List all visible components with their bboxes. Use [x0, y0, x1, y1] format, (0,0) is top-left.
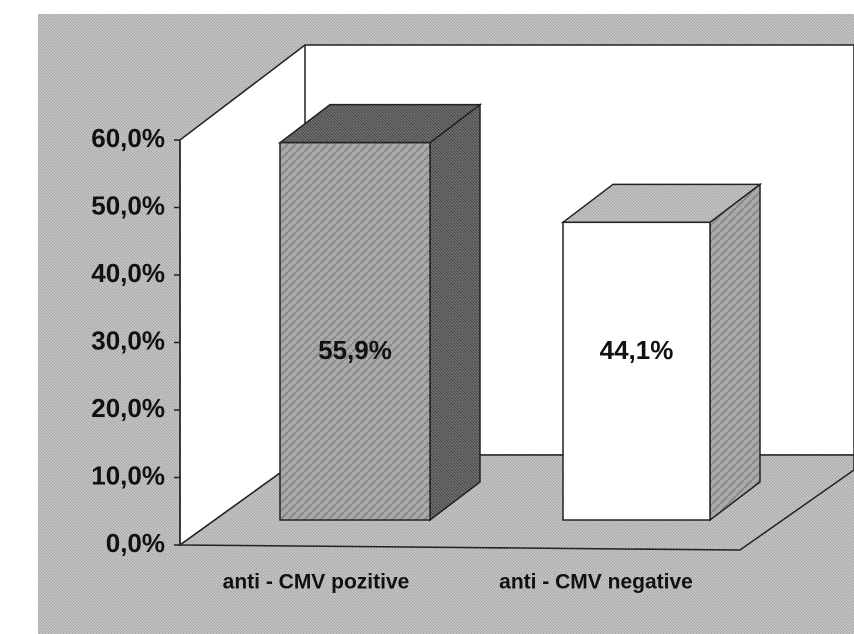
bar — [562, 221, 711, 521]
y-tick-label: 0,0% — [106, 528, 165, 558]
bar — [279, 141, 431, 521]
y-tick-label: 10,0% — [91, 460, 165, 490]
y-tick-label: 50,0% — [91, 190, 165, 220]
y-tick-label: 40,0% — [91, 258, 165, 288]
bar-side — [709, 182, 761, 522]
x-tick-label: anti - CMV negative — [499, 571, 693, 594]
data-label: 55,9% — [318, 335, 392, 365]
data-label: 44,1% — [600, 335, 674, 365]
y-tick-label: 20,0% — [91, 393, 165, 423]
y-tick-label: 60,0% — [91, 123, 165, 153]
x-tick-label: anti - CMV pozitive — [223, 571, 410, 594]
bar-side — [429, 103, 481, 522]
y-tick-label: 30,0% — [91, 325, 165, 355]
